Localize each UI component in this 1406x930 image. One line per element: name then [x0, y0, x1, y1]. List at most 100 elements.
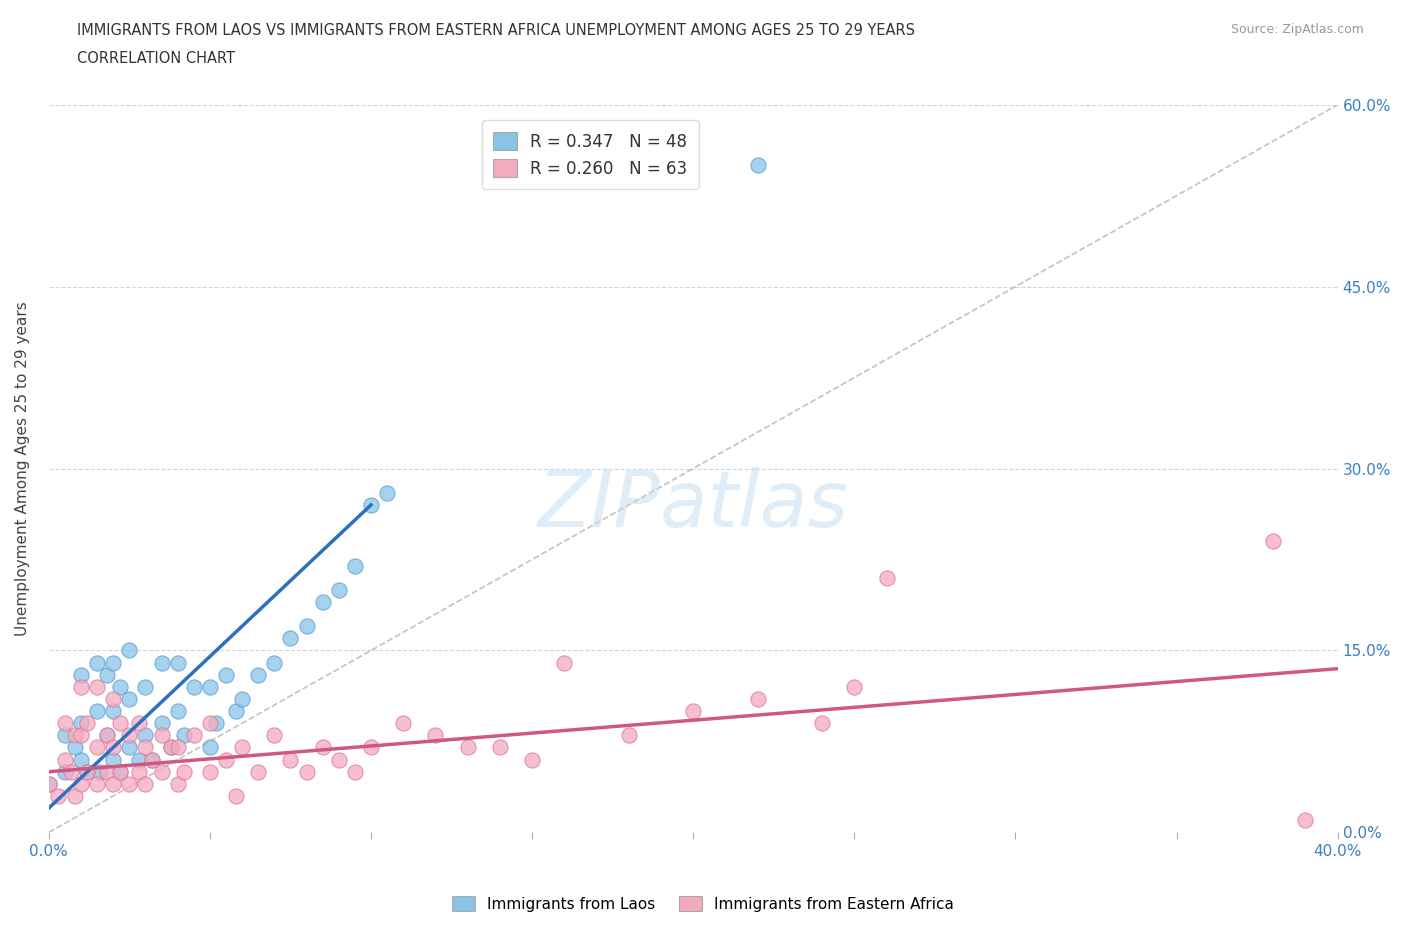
Point	[225, 704, 247, 719]
Point	[53, 752, 76, 767]
Point	[103, 777, 125, 791]
Point	[311, 594, 333, 609]
Point	[63, 789, 86, 804]
Point	[86, 655, 108, 670]
Point	[183, 728, 205, 743]
Point	[247, 668, 270, 683]
Point	[86, 740, 108, 755]
Point	[682, 704, 704, 719]
Point	[150, 655, 173, 670]
Legend: Immigrants from Laos, Immigrants from Eastern Africa: Immigrants from Laos, Immigrants from Ea…	[446, 889, 960, 918]
Point	[141, 752, 163, 767]
Point	[183, 680, 205, 695]
Point	[844, 680, 866, 695]
Point	[425, 728, 447, 743]
Point	[141, 752, 163, 767]
Point	[103, 692, 125, 707]
Point	[86, 680, 108, 695]
Point	[553, 655, 575, 670]
Point	[38, 777, 60, 791]
Point	[108, 716, 131, 731]
Point	[231, 740, 253, 755]
Point	[38, 777, 60, 791]
Point	[76, 764, 98, 779]
Point	[128, 716, 150, 731]
Text: Source: ZipAtlas.com: Source: ZipAtlas.com	[1230, 23, 1364, 36]
Point	[811, 716, 834, 731]
Point	[392, 716, 415, 731]
Point	[103, 704, 125, 719]
Point	[118, 740, 141, 755]
Point	[375, 485, 398, 500]
Point	[86, 704, 108, 719]
Point	[173, 764, 195, 779]
Point	[747, 158, 769, 173]
Point	[360, 740, 382, 755]
Point	[134, 680, 156, 695]
Point	[328, 582, 350, 597]
Point	[198, 740, 221, 755]
Point	[103, 655, 125, 670]
Point	[96, 728, 118, 743]
Point	[103, 740, 125, 755]
Point	[118, 777, 141, 791]
Point	[166, 655, 188, 670]
Point	[263, 655, 285, 670]
Point	[489, 740, 512, 755]
Legend: R = 0.347   N = 48, R = 0.260   N = 63: R = 0.347 N = 48, R = 0.260 N = 63	[481, 120, 699, 190]
Point	[118, 643, 141, 658]
Point	[96, 668, 118, 683]
Point	[876, 570, 898, 585]
Point	[53, 764, 76, 779]
Point	[166, 704, 188, 719]
Point	[215, 752, 238, 767]
Y-axis label: Unemployment Among Ages 25 to 29 years: Unemployment Among Ages 25 to 29 years	[15, 301, 30, 636]
Text: CORRELATION CHART: CORRELATION CHART	[77, 51, 235, 66]
Point	[215, 668, 238, 683]
Point	[53, 728, 76, 743]
Point	[118, 692, 141, 707]
Point	[198, 680, 221, 695]
Point	[205, 716, 228, 731]
Point	[280, 631, 302, 645]
Point	[247, 764, 270, 779]
Point	[231, 692, 253, 707]
Point	[103, 752, 125, 767]
Point	[134, 777, 156, 791]
Point	[343, 558, 366, 573]
Text: IMMIGRANTS FROM LAOS VS IMMIGRANTS FROM EASTERN AFRICA UNEMPLOYMENT AMONG AGES 2: IMMIGRANTS FROM LAOS VS IMMIGRANTS FROM …	[77, 23, 915, 38]
Point	[343, 764, 366, 779]
Point	[150, 716, 173, 731]
Point	[311, 740, 333, 755]
Point	[457, 740, 479, 755]
Point	[1294, 813, 1316, 828]
Point	[70, 716, 93, 731]
Point	[150, 728, 173, 743]
Point	[198, 716, 221, 731]
Point	[160, 740, 183, 755]
Point	[198, 764, 221, 779]
Point	[166, 740, 188, 755]
Point	[86, 777, 108, 791]
Point	[63, 728, 86, 743]
Point	[150, 764, 173, 779]
Point	[328, 752, 350, 767]
Point	[70, 752, 93, 767]
Point	[128, 752, 150, 767]
Point	[108, 764, 131, 779]
Point	[96, 728, 118, 743]
Point	[173, 728, 195, 743]
Point	[63, 740, 86, 755]
Point	[76, 764, 98, 779]
Point	[53, 716, 76, 731]
Point	[60, 764, 83, 779]
Point	[70, 668, 93, 683]
Point	[520, 752, 543, 767]
Point	[263, 728, 285, 743]
Point	[295, 764, 318, 779]
Point	[48, 789, 70, 804]
Point	[89, 764, 111, 779]
Text: ZIPatlas: ZIPatlas	[537, 467, 849, 543]
Point	[134, 740, 156, 755]
Point	[360, 498, 382, 512]
